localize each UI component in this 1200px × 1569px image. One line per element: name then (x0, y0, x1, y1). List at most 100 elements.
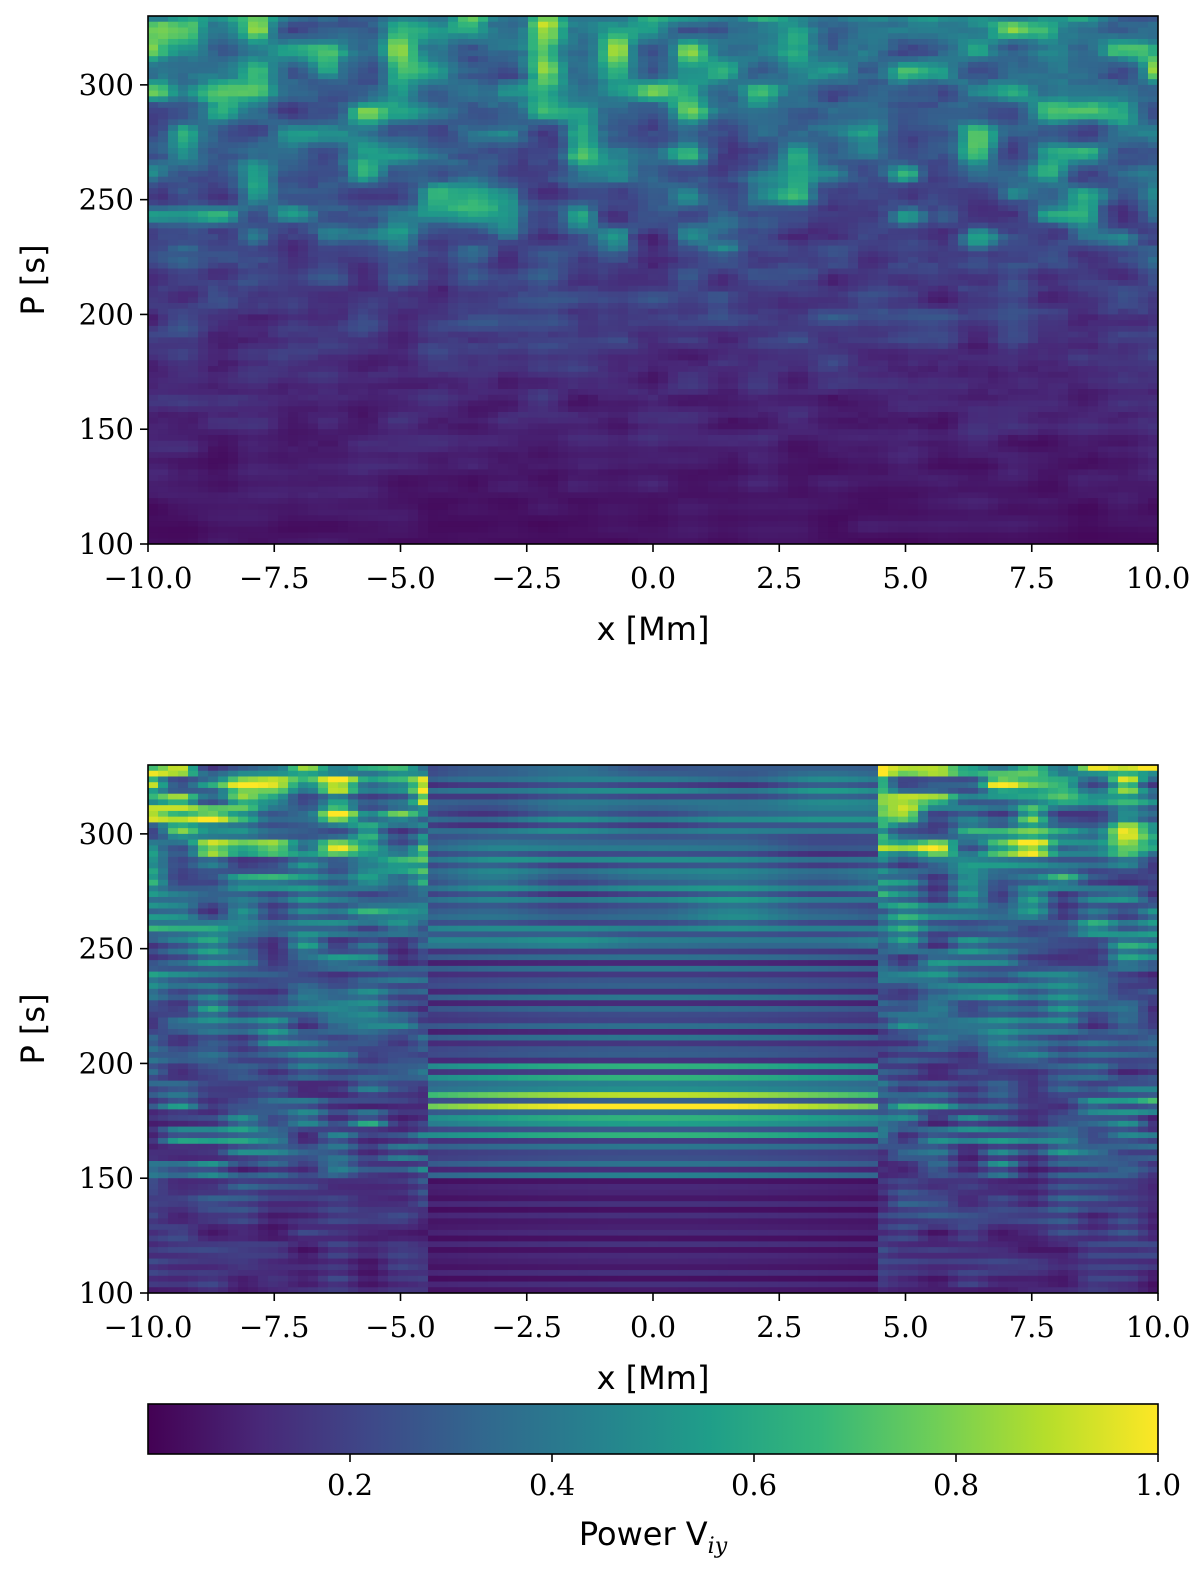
heatmap-cell (678, 302, 689, 310)
heatmap-cell (318, 331, 329, 338)
heatmap-cell (218, 61, 229, 69)
heatmap-cell (438, 136, 449, 143)
heatmap-cell (158, 337, 169, 344)
heatmap-cell (318, 245, 329, 252)
heatmap-cell (388, 245, 399, 252)
heatmap-cell (478, 285, 489, 293)
heatmap-cell (188, 176, 199, 184)
heatmap-cell (388, 153, 399, 161)
heatmap-cell (198, 56, 209, 63)
heatmap-cell (498, 538, 509, 544)
heatmap-cell (288, 503, 299, 511)
heatmap-cell (208, 389, 219, 396)
heatmap-cell (468, 492, 479, 499)
heatmap-cell (208, 239, 219, 247)
heatmap-cell (278, 492, 289, 499)
heatmap-cell (518, 480, 529, 488)
heatmap-cell (188, 216, 199, 224)
heatmap-cell (508, 417, 519, 425)
heatmap-cell (498, 314, 509, 321)
heatmap-cell (288, 102, 299, 109)
heatmap-cell (168, 503, 179, 511)
heatmap-cell (538, 417, 549, 425)
heatmap-cell (358, 383, 369, 390)
heatmap-cell (438, 417, 449, 425)
top-heatmap (148, 16, 1158, 544)
heatmap-cell (218, 211, 229, 218)
heatmap-cell (278, 130, 289, 138)
heatmap-cell (218, 297, 229, 304)
heatmap-cell (578, 90, 589, 97)
heatmap-cell (548, 268, 559, 275)
heatmap-cell (408, 148, 419, 155)
heatmap-cell (498, 16, 509, 23)
heatmap-cell (228, 280, 239, 287)
heatmap-cell (608, 538, 619, 544)
heatmap-cell (648, 486, 659, 493)
heatmap-cell (368, 377, 379, 384)
heatmap-cell (218, 360, 229, 367)
heatmap-cell (348, 354, 359, 361)
heatmap-cell (148, 96, 159, 103)
heatmap-cell (398, 274, 409, 281)
heatmap-cell (308, 102, 319, 109)
heatmap-cell (598, 291, 609, 298)
heatmap-cell (438, 503, 449, 511)
heatmap-cell (348, 314, 359, 321)
heatmap-cell (568, 205, 579, 212)
heatmap-cell (238, 389, 249, 396)
heatmap-cell (178, 125, 189, 132)
heatmap-cell (628, 389, 639, 396)
heatmap-cell (518, 61, 529, 69)
heatmap-cell (558, 73, 569, 80)
heatmap-cell (538, 383, 549, 390)
heatmap-cell (318, 377, 329, 384)
heatmap-cell (368, 291, 379, 298)
heatmap-cell (658, 239, 669, 247)
heatmap-cell (198, 412, 209, 419)
heatmap-cell (188, 486, 199, 493)
heatmap-cell (408, 440, 419, 448)
heatmap-cell (498, 33, 509, 40)
heatmap-cell (648, 526, 659, 534)
heatmap-cell (468, 16, 479, 23)
heatmap-cell (668, 125, 679, 132)
heatmap-cell (408, 222, 419, 229)
heatmap-cell (308, 452, 319, 459)
heatmap-cell (518, 320, 529, 327)
heatmap-cell (408, 50, 419, 57)
heatmap-cell (468, 21, 479, 29)
heatmap-cell (328, 348, 339, 356)
heatmap-cell (468, 61, 479, 69)
heatmap-cell (298, 170, 309, 178)
heatmap-cell (268, 193, 279, 201)
heatmap-cell (688, 113, 699, 120)
heatmap-cell (558, 44, 569, 52)
heatmap-cell (348, 67, 359, 74)
heatmap-cell (488, 280, 499, 287)
heatmap-cell (198, 480, 209, 488)
heatmap-cell (468, 107, 479, 115)
heatmap-cell (528, 199, 539, 206)
heatmap-cell (608, 325, 619, 333)
heatmap-cell (418, 337, 429, 344)
heatmap-cell (658, 463, 669, 470)
heatmap-cell (498, 170, 509, 178)
heatmap-cell (578, 251, 589, 258)
heatmap-cell (628, 239, 639, 247)
heatmap-cell (248, 245, 259, 252)
heatmap-cell (278, 50, 289, 57)
heatmap-cell (368, 337, 379, 344)
heatmap-cell (198, 429, 209, 436)
heatmap-cell (258, 302, 269, 310)
heatmap-cell (468, 73, 479, 80)
heatmap-cell (268, 61, 279, 69)
heatmap-cell (288, 297, 299, 304)
heatmap-cell (338, 44, 349, 52)
heatmap-cell (338, 216, 349, 224)
heatmap-cell (338, 348, 349, 356)
heatmap-cell (538, 216, 549, 224)
heatmap-cell (638, 526, 649, 534)
heatmap-cell (178, 297, 189, 304)
heatmap-cell (258, 119, 269, 126)
